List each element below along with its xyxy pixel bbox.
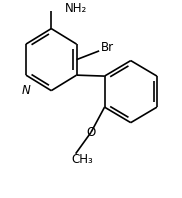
Text: O: O [86, 126, 96, 139]
Text: N: N [22, 84, 30, 97]
Text: Br: Br [101, 41, 114, 53]
Text: CH₃: CH₃ [71, 153, 93, 166]
Text: NH₂: NH₂ [65, 2, 87, 15]
